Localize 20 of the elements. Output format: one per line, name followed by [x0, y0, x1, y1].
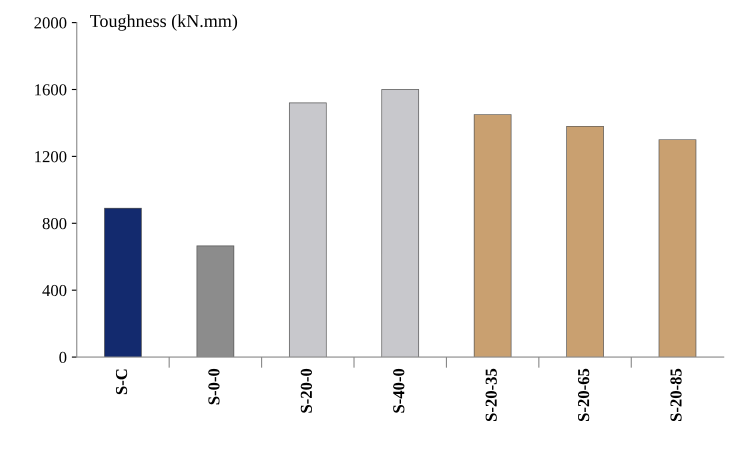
- x-tick-label: S-40-0: [393, 368, 404, 413]
- y-tick-label: 2000: [34, 17, 66, 29]
- x-tick-label: S-20-65: [578, 368, 590, 422]
- x-tick-label: S-20-0: [300, 368, 312, 413]
- x-tick-label: S-C: [116, 369, 128, 394]
- bar: [381, 89, 420, 358]
- y-tick-label: 0: [59, 352, 66, 364]
- x-tick-label: S-0-0: [208, 368, 220, 404]
- y-tick-label: 1600: [35, 84, 66, 96]
- bar: [104, 208, 142, 358]
- y-tick-label: 800: [42, 218, 66, 230]
- y-tick-label: 400: [42, 284, 66, 296]
- x-tick-label: S-20-35: [486, 368, 497, 422]
- bar: [288, 102, 327, 358]
- x-tick-label: S-20-85: [670, 368, 682, 422]
- bar: [474, 114, 512, 358]
- y-tick-label: 1200: [35, 151, 66, 162]
- y-axis-title: Toughness (kN.mm): [90, 14, 238, 31]
- bar: [658, 139, 696, 358]
- bar: [566, 126, 604, 358]
